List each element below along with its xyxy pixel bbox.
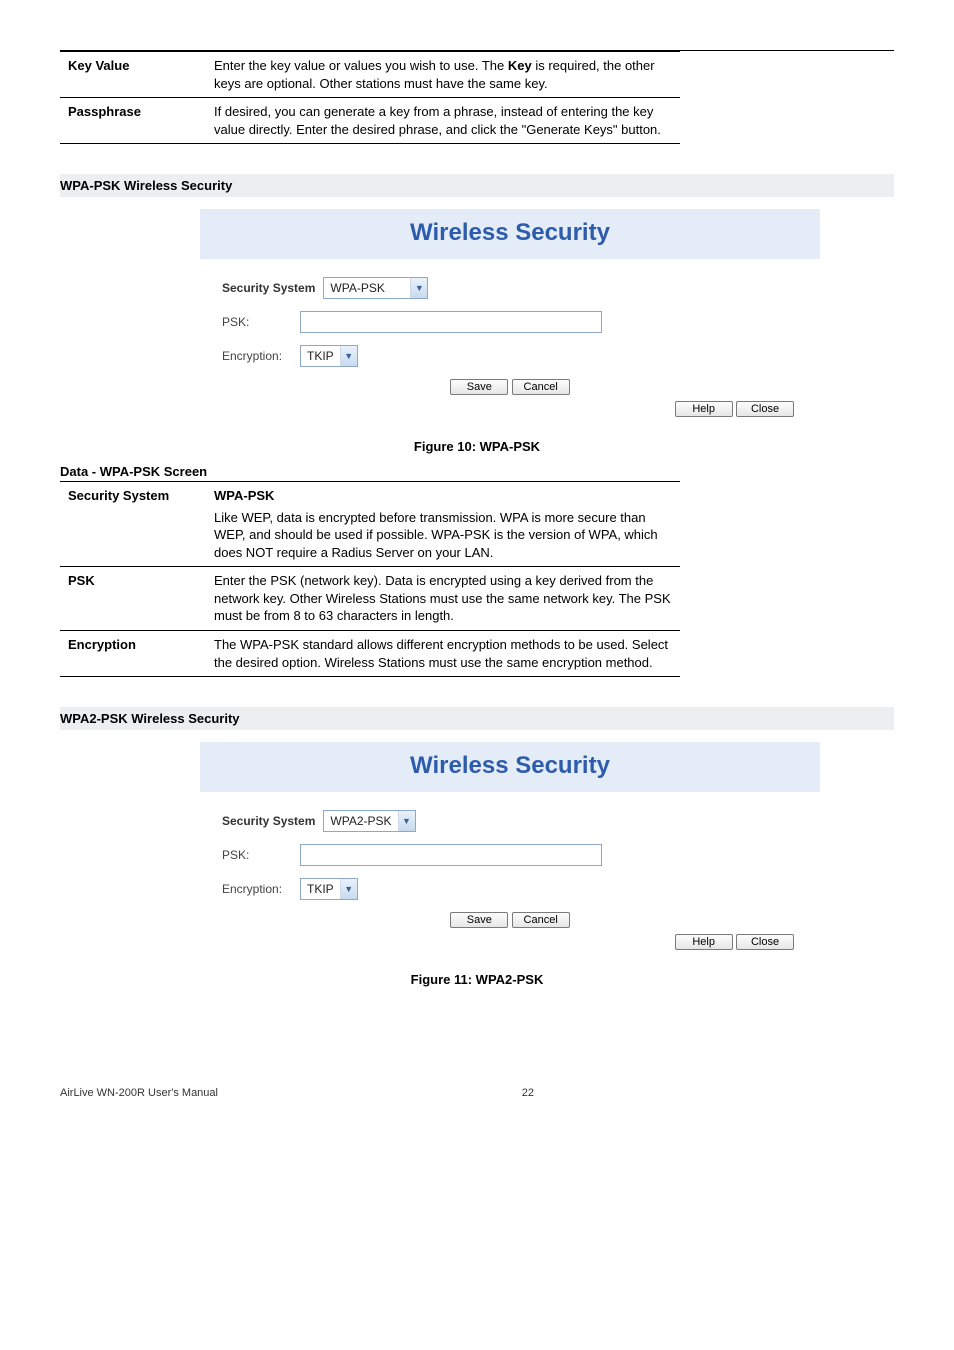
chevron-down-icon: ▼: [340, 346, 357, 366]
psk-input[interactable]: [300, 844, 602, 866]
help-button[interactable]: Help: [675, 934, 733, 950]
close-button[interactable]: Close: [736, 934, 794, 950]
encryption-label: Encryption:: [222, 349, 292, 363]
security-system-select[interactable]: WPA-PSK ▼: [323, 277, 428, 299]
footer-left: AirLive WN-200R User's Manual: [60, 1087, 218, 1099]
encryption-select[interactable]: TKIP ▼: [300, 345, 358, 367]
chevron-down-icon: ▼: [340, 879, 357, 899]
security-system-label: Security System: [222, 814, 315, 828]
save-button[interactable]: Save: [450, 379, 508, 395]
save-button[interactable]: Save: [450, 912, 508, 928]
row-text: The WPA-PSK standard allows different en…: [206, 631, 680, 677]
section-header-wpa2psk: WPA2-PSK Wireless Security: [60, 707, 894, 730]
encryption-select[interactable]: TKIP ▼: [300, 878, 358, 900]
chevron-down-icon: ▼: [410, 278, 427, 298]
cancel-button[interactable]: Cancel: [512, 912, 570, 928]
psk-label: PSK:: [222, 848, 292, 862]
section-header-wpapsk: WPA-PSK Wireless Security: [60, 174, 894, 197]
chevron-down-icon: ▼: [398, 811, 415, 831]
wpa2psk-screenshot: Wireless Security Security System WPA2-P…: [200, 742, 820, 958]
cancel-button[interactable]: Cancel: [512, 379, 570, 395]
banner-title: Wireless Security: [200, 209, 820, 259]
figure-caption: Figure 10: WPA-PSK: [60, 439, 894, 454]
psk-input[interactable]: [300, 311, 602, 333]
row-text: Enter the PSK (network key). Data is enc…: [206, 567, 680, 631]
row-label: PSK: [60, 567, 206, 631]
row-label: Key Value: [60, 52, 206, 98]
security-system-select[interactable]: WPA2-PSK ▼: [323, 810, 415, 832]
banner-title: Wireless Security: [200, 742, 820, 792]
security-system-label: Security System: [222, 281, 315, 295]
help-button[interactable]: Help: [675, 401, 733, 417]
row-text: Enter the key value or values you wish t…: [206, 52, 680, 98]
key-value-table: Key Value Enter the key value or values …: [60, 51, 680, 144]
data-screen-heading: Data - WPA-PSK Screen: [60, 464, 894, 479]
row-label: Passphrase: [60, 98, 206, 144]
psk-label: PSK:: [222, 315, 292, 329]
figure-caption: Figure 11: WPA2-PSK: [60, 972, 894, 987]
row-label: Encryption: [60, 631, 206, 677]
wpapsk-screenshot: Wireless Security Security System WPA-PS…: [200, 209, 820, 425]
close-button[interactable]: Close: [736, 401, 794, 417]
row-text: WPA-PSK Like WEP, data is encrypted befo…: [206, 482, 680, 567]
row-text: If desired, you can generate a key from …: [206, 98, 680, 144]
wpapsk-data-table: Security System WPA-PSK Like WEP, data i…: [60, 481, 680, 677]
footer-page: 22: [522, 1087, 534, 1099]
page-footer: AirLive WN-200R User's Manual 22: [60, 1087, 894, 1099]
row-label: Security System: [60, 482, 206, 567]
encryption-label: Encryption:: [222, 882, 292, 896]
